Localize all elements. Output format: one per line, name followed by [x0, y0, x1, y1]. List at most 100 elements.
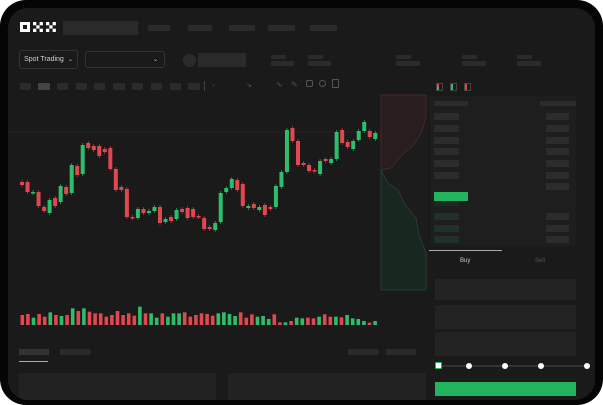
bid-row[interactable] [434, 225, 459, 232]
line-tool-icon[interactable]: ↘ [246, 82, 252, 89]
slider-step[interactable] [466, 363, 472, 369]
volume-bar [233, 316, 237, 325]
volume-bar [350, 318, 355, 325]
ask-row[interactable] [434, 172, 459, 179]
orderbook-both-icon[interactable] [436, 83, 443, 91]
buy-button[interactable] [435, 382, 576, 396]
fullscreen-icon[interactable] [332, 79, 339, 88]
volume-bar [59, 316, 64, 325]
ask-row[interactable] [434, 160, 459, 167]
candle [207, 227, 212, 229]
interval-button[interactable] [20, 83, 31, 90]
tab-open-orders[interactable] [19, 349, 49, 355]
volume-bar [154, 317, 159, 325]
volume-bar [362, 321, 366, 325]
candle [229, 179, 234, 188]
ask-row-size [546, 137, 569, 144]
slider-step[interactable] [502, 363, 508, 369]
candle [25, 182, 30, 192]
slider-step[interactable] [538, 363, 544, 369]
candle [146, 211, 151, 213]
nav-item[interactable] [310, 25, 337, 31]
candle [296, 141, 300, 165]
price-input[interactable] [435, 279, 576, 300]
nav-item[interactable] [188, 25, 212, 31]
bid-row[interactable] [434, 199, 459, 206]
volume-bar [311, 318, 316, 325]
volume-bar [115, 311, 120, 325]
interval-button[interactable] [151, 83, 162, 90]
candle [152, 207, 157, 211]
candle [20, 182, 24, 185]
ask-row[interactable] [434, 125, 459, 132]
candle [42, 207, 47, 211]
interval-button[interactable] [113, 83, 125, 90]
candle [185, 208, 190, 218]
tab-history[interactable] [60, 349, 90, 355]
volume-bar [272, 314, 277, 325]
slider-step[interactable] [584, 363, 590, 369]
volume-bar [278, 322, 282, 325]
volume-bar [87, 311, 92, 325]
okx-logo[interactable] [20, 21, 58, 33]
amount-slider[interactable] [438, 365, 588, 367]
candlestick-chart[interactable] [8, 8, 595, 400]
interval-button[interactable] [132, 83, 143, 90]
total-input[interactable] [435, 332, 576, 356]
interval-button[interactable] [188, 83, 200, 90]
amount-input[interactable] [435, 305, 576, 329]
pair-select[interactable]: ⌄ [85, 51, 165, 68]
candle [284, 130, 289, 172]
candle [318, 161, 323, 174]
volume-bar [48, 312, 53, 325]
camera-icon[interactable] [306, 80, 313, 87]
app-screen: Spot Trading ⌄ ⌄ ⌄ ↘ ∿ ✎ [8, 8, 595, 400]
ask-row-size [546, 160, 569, 167]
interval-button[interactable] [170, 83, 181, 90]
nav-item[interactable] [268, 25, 295, 31]
interval-button[interactable] [94, 83, 105, 90]
indicator-icon[interactable]: ⌄ [211, 82, 217, 88]
orderbook-bids-icon[interactable] [450, 83, 457, 91]
volume-bar [283, 322, 288, 325]
chevron-down-icon: ⌄ [67, 57, 73, 63]
volume-bar [205, 314, 209, 325]
bid-row[interactable] [434, 236, 459, 243]
settings-icon[interactable] [319, 80, 326, 87]
tab-sell[interactable]: Sell [535, 258, 546, 264]
interval-button[interactable] [76, 83, 87, 90]
wave-icon[interactable]: ∿ [276, 80, 283, 89]
header-placeholder [63, 21, 138, 35]
ask-row[interactable] [434, 137, 459, 144]
orderbook-asks-icon[interactable] [464, 83, 471, 91]
filter-button[interactable] [386, 349, 416, 355]
volume-bar [328, 316, 333, 325]
volume-bar [76, 311, 81, 325]
volume-bar [300, 318, 305, 325]
candle [257, 207, 262, 210]
volume-bar [177, 313, 181, 325]
candle [218, 193, 223, 222]
spot-trading-select[interactable]: Spot Trading ⌄ [19, 50, 78, 69]
volume-bar [132, 315, 137, 325]
bid-row[interactable] [434, 213, 459, 220]
candle [108, 148, 113, 169]
candle [329, 159, 334, 163]
interval-button-active[interactable] [38, 83, 50, 90]
slider-handle[interactable] [435, 362, 442, 369]
interval-button[interactable] [57, 83, 68, 90]
nav-item[interactable] [229, 25, 255, 31]
filter-button[interactable] [348, 349, 378, 355]
candle [86, 143, 91, 148]
ask-row[interactable] [434, 113, 459, 120]
volume-bar [149, 313, 153, 325]
candle [174, 210, 179, 219]
tab-buy[interactable]: Buy [460, 258, 471, 264]
nav-item[interactable] [148, 25, 170, 31]
candle [362, 122, 367, 131]
ask-row[interactable] [434, 148, 459, 155]
candle [36, 192, 41, 206]
volume-bar [82, 308, 86, 325]
volume-bar [199, 313, 204, 325]
pen-icon[interactable]: ✎ [291, 80, 298, 89]
